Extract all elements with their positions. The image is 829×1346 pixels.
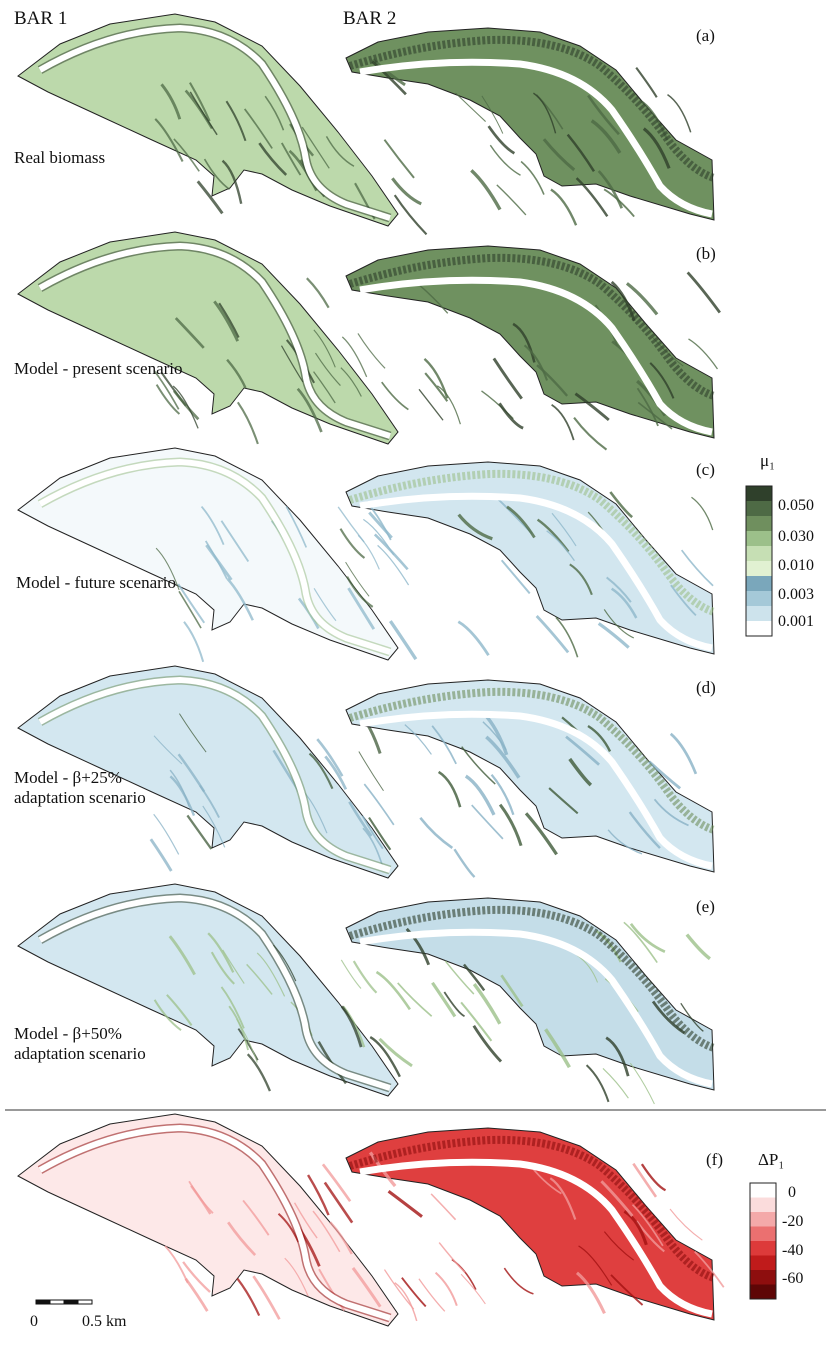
bar2-map-d [345,679,716,878]
bar1-map-a [17,13,399,227]
legend-dp-swatch [750,1197,776,1212]
bar1-map-e [17,883,399,1097]
legend-mu-tick-3: 0.003 [778,586,814,603]
legend-dp-swatch [750,1226,776,1241]
row-d-maps [17,665,716,879]
bar2-map-e [345,897,716,1105]
legend-mu-swatch [746,516,772,531]
bar1-map-c [17,447,399,663]
panel-label-b: (b) [696,244,716,263]
legend-mu-tick-2: 0.010 [778,557,814,574]
legend-dp-tick-0: 0 [788,1184,796,1201]
row-c-maps [17,447,716,663]
legend-mu-swatch [746,606,772,621]
legend-mu-tick-1: 0.030 [778,528,814,545]
legend-dp-swatch [750,1212,776,1227]
row-label-d: Model - β+25% adaptation scenario [14,768,146,807]
legend-dp-tick-3: -60 [782,1270,804,1287]
legend-dp-swatch [750,1241,776,1256]
bar2-header: BAR 2 [343,8,397,29]
panel-label-d: (d) [696,678,716,697]
legend-mu-title: μ₁ [760,451,776,470]
panel-label-a: (a) [696,26,715,45]
legend-mu-swatch [746,546,772,561]
bar2-map-f [345,1127,725,1322]
legend-mu-swatch [746,486,772,501]
bar2-map-b [345,245,721,451]
scale-bar-label-zero: 0 [30,1313,38,1330]
legend-dp-title: ΔP₁ [758,1150,785,1169]
bar2-map-c [345,461,716,661]
legend-dp-swatch [750,1255,776,1270]
legend-mu-swatch [746,576,772,591]
bar1-map-d [17,665,399,879]
legend-dp-tick-1: -20 [782,1213,804,1230]
legend-mu-swatch [746,591,772,606]
row-label-c: Model - future scenario [16,573,177,592]
panel-label-c: (c) [696,460,715,479]
legend-dp-swatch [750,1284,776,1299]
legend-dp-swatch [750,1270,776,1285]
legend-mu-tick-0: 0.050 [778,497,814,514]
scale-bar [35,1299,93,1305]
panel-label-f: (f) [706,1150,723,1169]
bar1-header: BAR 1 [14,8,68,29]
panel-label-e: (e) [696,897,715,916]
bar1-map-b [17,231,399,445]
row-b-maps [17,231,721,451]
legend-dp-swatch [750,1183,776,1198]
scale-bar-label-distance: 0.5 km [82,1313,127,1330]
legend-mu-swatch [746,621,772,636]
bar2-map-a [345,27,716,236]
row-e-maps [17,883,716,1105]
legend-mu-swatch [746,501,772,516]
row-a-maps [17,13,716,236]
row-label-b: Model - present scenario [14,359,183,378]
row-label-e: Model - β+50% adaptation scenario [14,1024,146,1063]
legend-dp-tick-2: -40 [782,1242,804,1259]
bar1-map-f [17,1113,399,1327]
legend-mu-swatch [746,531,772,546]
row-label-a: Real biomass [14,148,106,167]
legend-dp-colorbar [749,1182,777,1300]
legend-mu-tick-4: 0.001 [778,613,814,630]
row-f-maps [17,1113,725,1327]
legend-mu-colorbar [745,485,773,637]
legend-mu-swatch [746,561,772,576]
